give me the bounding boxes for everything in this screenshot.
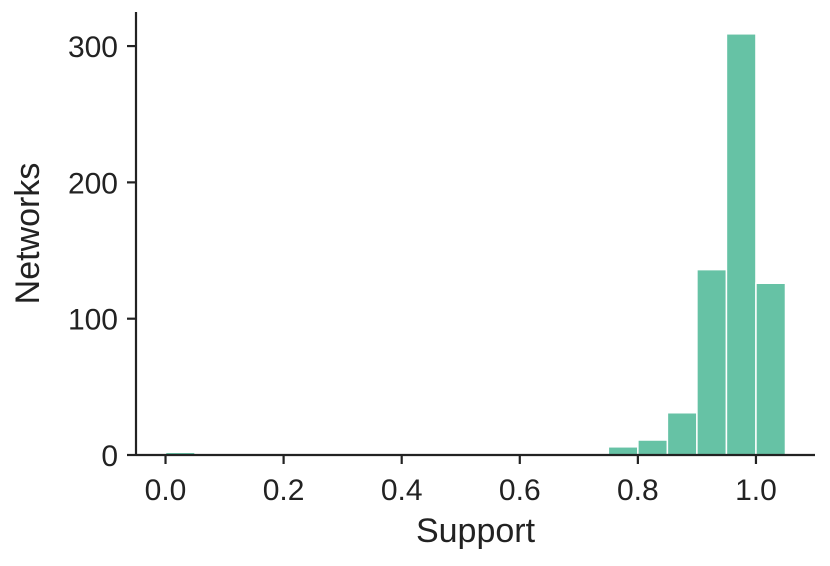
y-axis-title: Networks bbox=[9, 163, 47, 305]
histogram-bar-7 bbox=[755, 282, 787, 456]
histogram-bar-2 bbox=[607, 446, 639, 456]
bars-layer bbox=[164, 33, 787, 456]
axes-layer bbox=[134, 12, 815, 457]
x-ticks: 0.0 0.2 0.4 0.6 0.8 1.0 bbox=[145, 455, 777, 507]
x-axis-title: Support bbox=[416, 512, 536, 550]
histogram-bar-4 bbox=[666, 411, 698, 456]
y-tick-label-3: 300 bbox=[68, 31, 118, 64]
histogram-bar-3 bbox=[637, 439, 669, 456]
y-tick-label-0: 0 bbox=[101, 440, 118, 473]
y-tick-label-1: 100 bbox=[68, 304, 118, 337]
histogram-bar-5 bbox=[696, 268, 728, 456]
y-ticks: 0 100 200 300 bbox=[68, 31, 136, 473]
x-tick-label-3: 0.6 bbox=[499, 474, 541, 507]
x-tick-label-0: 0.0 bbox=[145, 474, 187, 507]
y-tick-label-2: 200 bbox=[68, 167, 118, 200]
x-tick-label-2: 0.4 bbox=[381, 474, 423, 507]
x-tick-label-4: 0.8 bbox=[617, 474, 659, 507]
x-tick-label-1: 0.2 bbox=[263, 474, 305, 507]
histogram-bar-6 bbox=[725, 33, 757, 456]
x-tick-label-5: 1.0 bbox=[735, 474, 777, 507]
